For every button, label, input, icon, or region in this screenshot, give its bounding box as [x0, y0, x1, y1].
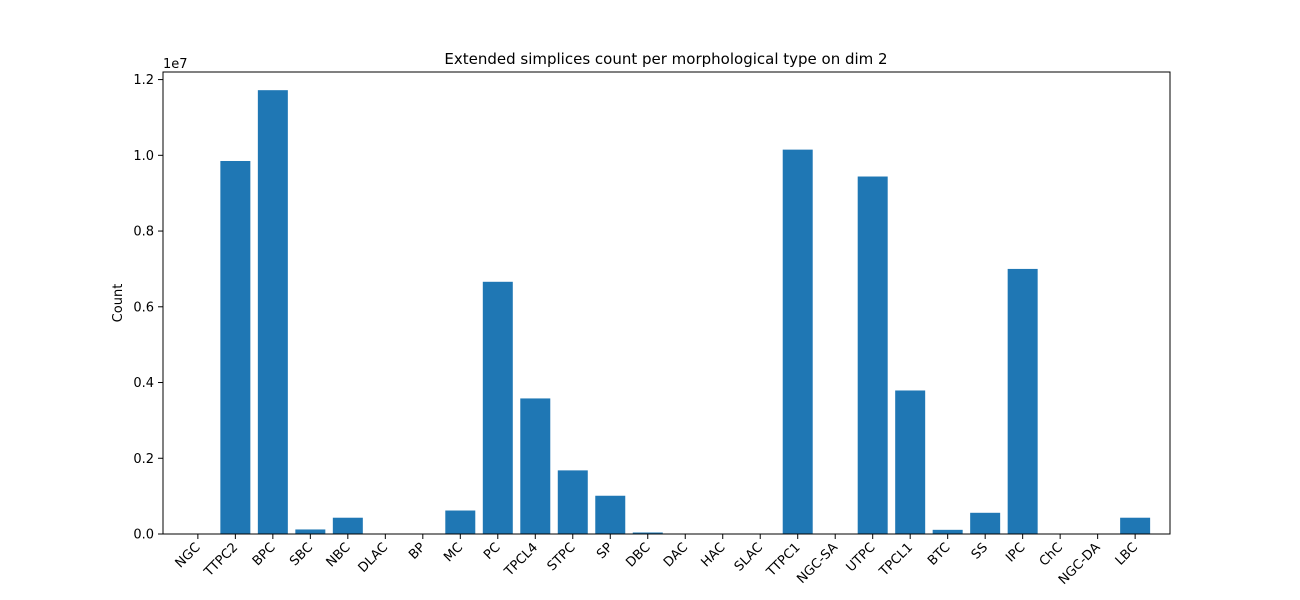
chart-title: Extended simplices count per morphologic…	[444, 50, 887, 68]
bar-mc	[445, 510, 476, 534]
x-tick-label-chc: ChC	[1037, 540, 1066, 569]
plot-area-frame	[162, 71, 1171, 535]
x-tick-label-dac: DAC	[661, 540, 691, 570]
x-tick-label-sbc: SBC	[287, 540, 316, 569]
x-tick-label-tpcl1: TPCL1	[876, 540, 916, 580]
x-tick-label-ss: SS	[969, 540, 991, 562]
bars-group	[220, 90, 1151, 535]
x-tick-label-utpc: UTPC	[844, 540, 879, 575]
bar-sp	[595, 495, 626, 534]
x-tick-label-bp: BP	[406, 540, 429, 563]
bar-sbc	[295, 529, 326, 534]
y-axis: 0.0 0.2 0.4 0.6 0.8 1.0 1.2	[133, 73, 163, 543]
bar-ipc	[1007, 268, 1038, 534]
bar-pc	[482, 281, 513, 534]
x-tick-label-ttpc2: TTPC2	[201, 540, 241, 580]
bar-stpc	[557, 470, 588, 534]
bar-dbc	[632, 532, 663, 534]
y-axis-scale-label: 1e7	[163, 57, 188, 72]
x-tick-label-slac: SLAC	[732, 540, 766, 574]
y-tick-label: 1.2	[133, 73, 154, 88]
x-tick-label-dbc: DBC	[623, 540, 653, 570]
x-tick-label-mc: MC	[441, 540, 466, 565]
y-tick-label: 1.0	[133, 149, 154, 164]
bar-tpcl1	[895, 390, 926, 534]
y-tick-label: 0.4	[133, 376, 154, 391]
x-tick-label-nbc: NBC	[324, 540, 354, 570]
x-tick-label-lbc: LBC	[1113, 540, 1141, 568]
bar-nbc	[332, 517, 363, 534]
bar-bpc	[257, 90, 288, 535]
x-tick-label-ngc-sa: NGC-SA	[794, 540, 841, 587]
x-tick-label-bpc: BPC	[250, 540, 279, 569]
y-tick-label: 0.6	[133, 300, 154, 315]
x-tick-label-dlac: DLAC	[356, 540, 392, 576]
x-tick-label-btc: BTC	[925, 540, 953, 568]
bar-tpcl4	[520, 398, 551, 534]
bar-btc	[932, 529, 963, 534]
bar-ttpc1	[782, 149, 813, 534]
x-tick-label-ngc: NGC	[173, 540, 204, 571]
y-tick-label: 0.0	[133, 528, 154, 543]
x-tick-label-ngc-da: NGC-DA	[1056, 540, 1104, 588]
y-axis-label: Count	[111, 284, 126, 323]
bar-utpc	[857, 176, 888, 534]
y-tick-label: 0.2	[133, 452, 154, 467]
x-tick-label-tpcl4: TPCL4	[501, 540, 541, 580]
y-tick-label: 0.8	[133, 225, 154, 240]
x-tick-label-stpc: STPC	[545, 540, 579, 574]
bar-lbc	[1120, 517, 1151, 534]
x-tick-label-sp: SP	[594, 540, 616, 562]
bar-ss	[970, 512, 1001, 534]
x-tick-label-ipc: IPC	[1003, 540, 1028, 565]
bar-ttpc2	[220, 160, 251, 535]
x-tick-label-pc: PC	[481, 540, 504, 563]
x-tick-label-hac: HAC	[698, 540, 728, 570]
